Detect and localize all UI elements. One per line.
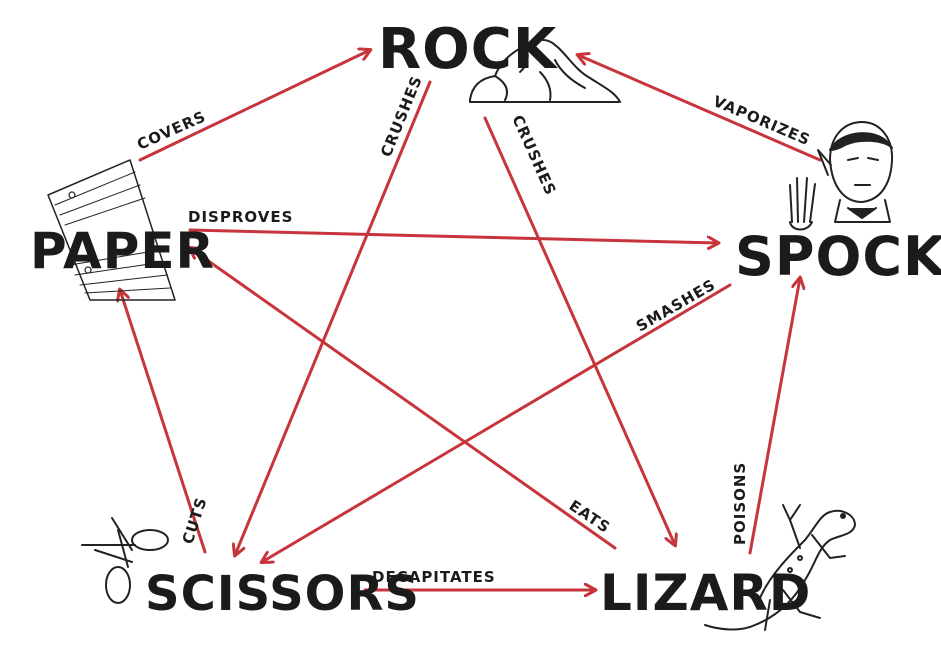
scissors-sketch-icon <box>81 517 169 604</box>
arrow-scissors-cuts-paper <box>120 290 207 554</box>
edge-label-smashes: SMASHES <box>633 276 719 336</box>
arrow-rock-crushes-scissors <box>235 80 432 555</box>
arrow-spock-vaporizes-rock <box>578 55 822 162</box>
lizard-sketch-icon <box>704 504 856 631</box>
edge-label-cuts: CUTS <box>179 495 211 546</box>
arrow-rock-crushes-lizard <box>483 116 675 545</box>
edge-label-poisons: POISONS <box>731 462 749 545</box>
node-lizard: LIZARD <box>600 564 811 622</box>
node-spock: SPOCK <box>735 225 941 288</box>
spock-sketch-icon <box>789 121 894 231</box>
edge-label-decapitates: DECAPITATES <box>372 568 496 586</box>
node-paper: PAPER <box>30 222 215 280</box>
edge-label-covers: COVERS <box>134 107 209 153</box>
arrow-paper-covers-rock <box>138 50 370 162</box>
edge-label-disproves: DISPROVES <box>188 208 293 226</box>
edge-label-crushes-scissors: CRUSHES <box>377 73 426 160</box>
node-scissors: SCISSORS <box>145 566 420 622</box>
node-rock: ROCK <box>378 17 559 82</box>
rock-sketch-icon <box>469 38 621 103</box>
arrow-lizard-poisons-spock <box>748 278 800 555</box>
paper-sketch-icon <box>47 159 176 301</box>
arrow-lizard-eats-paper <box>190 248 617 550</box>
arrow-paper-disproves-spock <box>188 228 718 243</box>
arrow-spock-smashes-scissors <box>262 283 732 562</box>
